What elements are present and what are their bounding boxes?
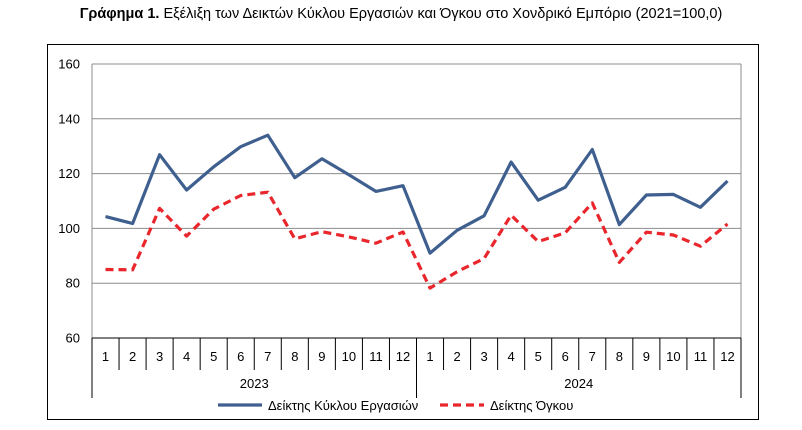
x-tick-label: 12 bbox=[396, 349, 410, 364]
caption-text: Εξέλιξη των Δεικτών Κύκλου Εργασιών και … bbox=[159, 6, 723, 22]
y-tick-label: 140 bbox=[58, 111, 80, 126]
legend-label: Δείκτης Κύκλου Εργασιών bbox=[268, 398, 418, 413]
caption-label: Γράφημα 1. bbox=[79, 6, 160, 22]
x-tick-label: 5 bbox=[535, 349, 542, 364]
y-tick-label: 120 bbox=[58, 166, 80, 181]
x-tick-label: 5 bbox=[210, 349, 217, 364]
x-tick-label: 9 bbox=[318, 349, 325, 364]
x-tick-label: 6 bbox=[237, 349, 244, 364]
y-tick-label: 80 bbox=[66, 276, 80, 291]
year-label: 2024 bbox=[564, 376, 593, 391]
y-tick-label: 100 bbox=[58, 221, 80, 236]
x-tick-label: 1 bbox=[426, 349, 433, 364]
x-tick-label: 4 bbox=[183, 349, 190, 364]
x-tick-label: 2 bbox=[453, 349, 460, 364]
x-tick-label: 10 bbox=[342, 349, 356, 364]
chart-caption: Γράφημα 1. Εξέλιξη των Δεικτών Κύκλου Ερ… bbox=[0, 6, 802, 22]
plot-area bbox=[92, 64, 741, 338]
x-tick-label: 11 bbox=[369, 349, 383, 364]
y-tick-label: 160 bbox=[58, 57, 80, 72]
x-tick-label: 1 bbox=[102, 349, 109, 364]
x-tick-label: 7 bbox=[589, 349, 596, 364]
x-tick-label: 3 bbox=[480, 349, 487, 364]
x-tick-label: 8 bbox=[616, 349, 623, 364]
series-line-volume bbox=[105, 190, 729, 290]
year-label: 2023 bbox=[240, 376, 269, 391]
x-tick-label: 12 bbox=[720, 349, 734, 364]
x-tick-label: 6 bbox=[562, 349, 569, 364]
x-tick-label: 4 bbox=[508, 349, 515, 364]
x-tick-label: 11 bbox=[694, 349, 708, 364]
legend-label: Δείκτης Όγκου bbox=[490, 398, 573, 413]
x-tick-label: 7 bbox=[264, 349, 271, 364]
chart-frame bbox=[47, 44, 759, 420]
x-tick-label: 10 bbox=[666, 349, 680, 364]
y-tick-label: 60 bbox=[66, 331, 80, 346]
x-tick-label: 8 bbox=[291, 349, 298, 364]
x-tick-label: 2 bbox=[129, 349, 136, 364]
x-tick-label: 3 bbox=[156, 349, 163, 364]
series-line-turnover bbox=[105, 133, 729, 255]
x-tick-label: 9 bbox=[643, 349, 650, 364]
